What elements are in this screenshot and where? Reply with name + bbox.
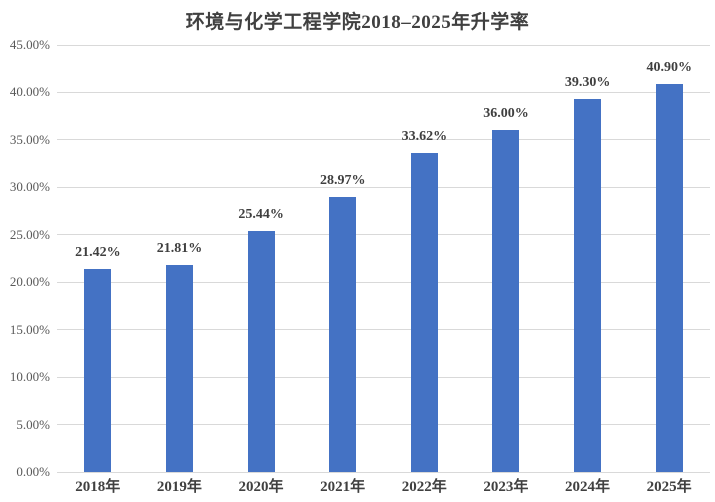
x-axis-tick-label: 2024年 — [565, 479, 611, 495]
gridline — [57, 44, 710, 46]
x-axis-tick-label: 2022年 — [401, 479, 447, 495]
bar-value-label: 40.90% — [646, 59, 692, 75]
bar — [84, 268, 112, 472]
y-axis-tick-label: 40.00% — [9, 84, 50, 100]
x-axis-tick-label: 2018年 — [75, 479, 121, 495]
bar-value-label: 39.30% — [564, 75, 611, 91]
chart-title: 环境与化学工程学院2018–2025年升学率 — [185, 12, 530, 33]
gridline — [57, 186, 710, 188]
gridline — [57, 91, 710, 93]
gridline — [57, 424, 710, 426]
gridline — [57, 376, 710, 378]
bar — [329, 197, 357, 472]
y-axis-tick-label: 10.00% — [9, 369, 50, 385]
bar-value-label: 21.81% — [156, 241, 203, 257]
y-axis-tick-label: 5.00% — [16, 416, 50, 432]
y-axis-tick-label: 15.00% — [9, 321, 50, 337]
bar-value-label: 25.44% — [238, 206, 284, 222]
y-axis-tick-label: 45.00% — [9, 37, 50, 52]
y-axis-tick-label: 20.00% — [9, 274, 50, 290]
y-axis-tick-label: 0.00% — [16, 464, 50, 479]
bar — [410, 152, 438, 472]
y-axis-tick-label: 25.00% — [9, 226, 50, 242]
x-axis-tick-label: 2023年 — [483, 479, 529, 495]
bar — [655, 83, 683, 472]
gridline — [57, 329, 710, 331]
x-axis-tick-label: 2021年 — [320, 479, 366, 495]
x-axis-tick-label: 2020年 — [238, 479, 284, 495]
bar-value-label: 33.62% — [401, 128, 448, 144]
bar-value-label: 36.00% — [483, 106, 529, 122]
bar-value-label: 28.97% — [319, 173, 366, 189]
bar — [165, 265, 193, 472]
gridline — [57, 281, 710, 283]
bar — [492, 130, 520, 472]
bar — [574, 99, 602, 472]
bar-value-label: 21.42% — [75, 244, 121, 260]
x-axis-tick-label: 2019年 — [156, 479, 202, 495]
gridline — [57, 234, 710, 236]
gridline — [57, 139, 710, 141]
y-axis-tick-label: 35.00% — [9, 131, 50, 147]
gridline — [57, 471, 710, 473]
bar — [247, 230, 275, 472]
x-axis-tick-label: 2025年 — [646, 479, 692, 495]
y-axis-tick-label: 30.00% — [9, 179, 50, 195]
